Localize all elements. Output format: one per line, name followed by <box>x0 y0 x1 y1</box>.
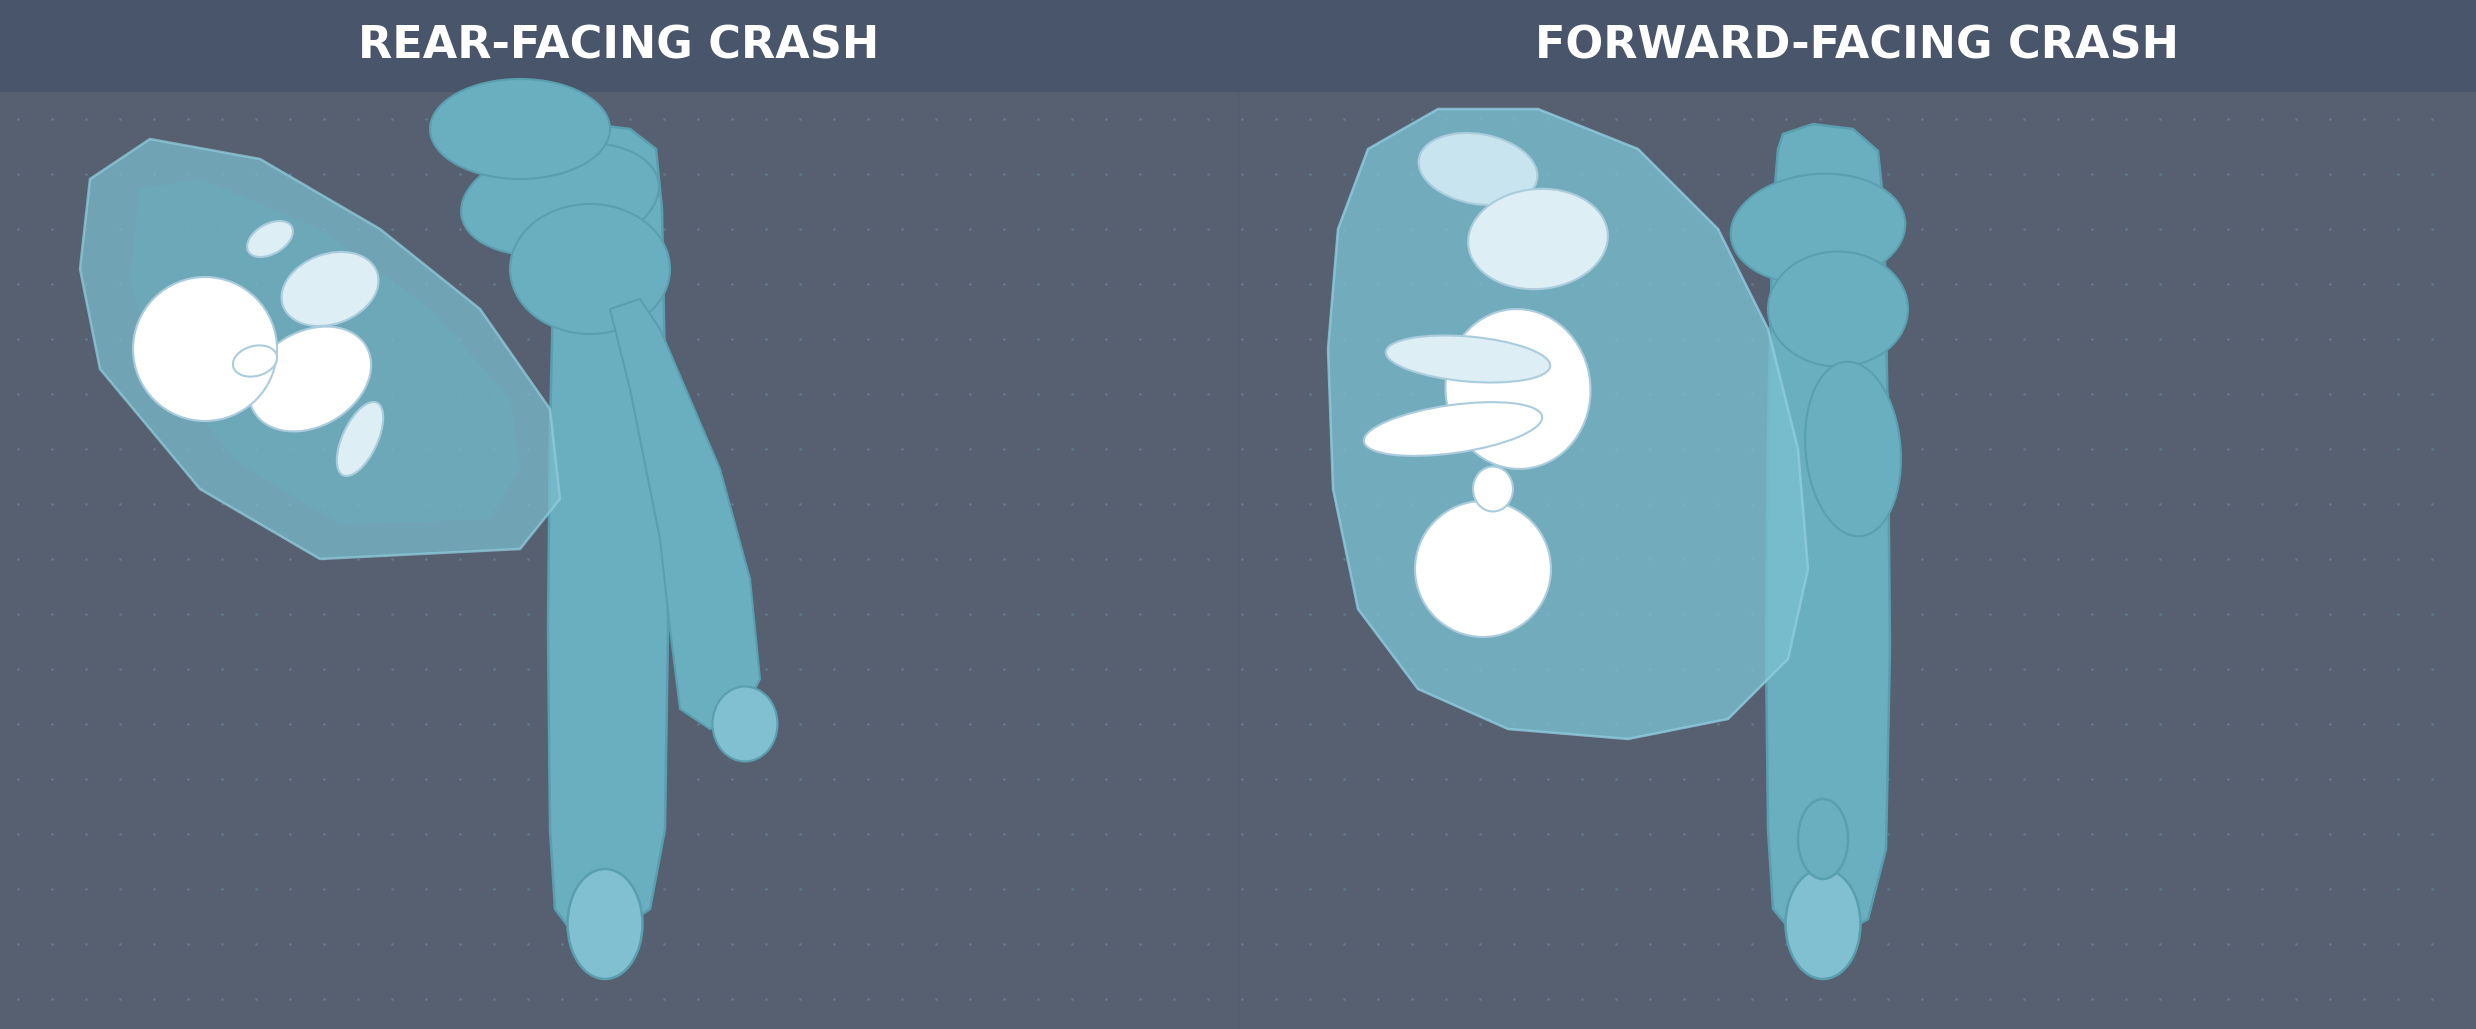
Ellipse shape <box>1785 870 1859 979</box>
Ellipse shape <box>1446 309 1590 469</box>
Ellipse shape <box>567 870 641 979</box>
Ellipse shape <box>1768 251 1909 366</box>
Text: FORWARD-FACING CRASH: FORWARD-FACING CRASH <box>1535 25 2179 68</box>
Text: REAR-FACING CRASH: REAR-FACING CRASH <box>359 25 879 68</box>
Polygon shape <box>131 179 520 524</box>
Polygon shape <box>79 139 560 559</box>
Polygon shape <box>547 125 669 934</box>
Polygon shape <box>1765 125 1889 937</box>
Ellipse shape <box>510 204 671 334</box>
Ellipse shape <box>1731 174 1907 284</box>
Ellipse shape <box>250 326 371 431</box>
Ellipse shape <box>713 686 777 761</box>
Ellipse shape <box>233 346 277 377</box>
Ellipse shape <box>431 79 609 179</box>
Ellipse shape <box>461 142 659 256</box>
Circle shape <box>134 277 277 421</box>
Ellipse shape <box>1364 402 1543 456</box>
Bar <box>0 0 2476 92</box>
Polygon shape <box>1327 109 1807 739</box>
Ellipse shape <box>337 402 384 476</box>
Ellipse shape <box>1419 133 1538 205</box>
Ellipse shape <box>1473 466 1513 511</box>
Polygon shape <box>609 299 760 729</box>
Ellipse shape <box>1798 799 1847 879</box>
Ellipse shape <box>1468 188 1607 289</box>
Ellipse shape <box>1387 335 1550 383</box>
Ellipse shape <box>248 221 292 257</box>
Circle shape <box>1414 501 1550 637</box>
Ellipse shape <box>1805 362 1902 536</box>
Ellipse shape <box>282 252 379 326</box>
